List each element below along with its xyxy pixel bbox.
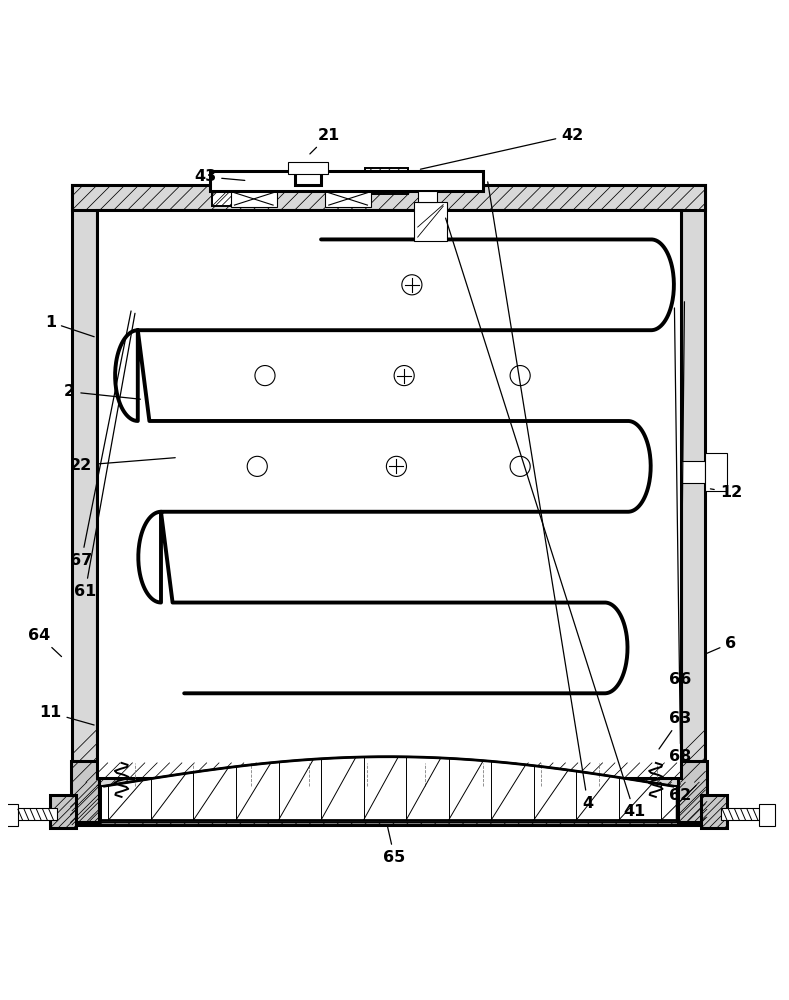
- Bar: [295, 171, 321, 185]
- Polygon shape: [701, 795, 727, 828]
- Circle shape: [387, 456, 406, 476]
- Bar: [681, 461, 705, 483]
- Text: 21: 21: [310, 128, 340, 154]
- Bar: [230, 190, 277, 207]
- Polygon shape: [72, 185, 97, 782]
- Circle shape: [402, 275, 422, 295]
- Bar: [760, 804, 775, 826]
- Text: 11: 11: [39, 705, 94, 725]
- Polygon shape: [212, 171, 252, 206]
- Text: 12: 12: [710, 485, 742, 500]
- Text: 22: 22: [70, 458, 175, 473]
- Polygon shape: [101, 757, 677, 822]
- Circle shape: [394, 366, 414, 386]
- Text: 42: 42: [421, 128, 584, 169]
- Polygon shape: [70, 761, 99, 822]
- Circle shape: [255, 366, 275, 386]
- Bar: [417, 191, 437, 202]
- Text: 62: 62: [660, 782, 692, 803]
- Polygon shape: [72, 185, 705, 210]
- Text: 63: 63: [659, 711, 692, 749]
- Circle shape: [510, 366, 530, 386]
- Text: 1: 1: [45, 315, 94, 337]
- Text: 61: 61: [74, 313, 135, 599]
- Bar: [325, 190, 372, 207]
- Polygon shape: [50, 795, 76, 828]
- Bar: [705, 453, 727, 491]
- Text: 67: 67: [70, 311, 131, 568]
- Text: 41: 41: [446, 218, 645, 819]
- Bar: [97, 210, 681, 778]
- Text: 4: 4: [488, 182, 593, 811]
- Bar: [288, 162, 328, 174]
- Bar: [211, 171, 484, 191]
- Text: 65: 65: [383, 826, 406, 865]
- Text: 68: 68: [669, 308, 692, 764]
- Circle shape: [510, 456, 530, 476]
- Bar: [2, 804, 18, 826]
- Text: 2: 2: [64, 384, 140, 399]
- Polygon shape: [72, 782, 705, 825]
- Text: 6: 6: [706, 636, 736, 654]
- Text: 43: 43: [194, 169, 245, 184]
- Bar: [17, 808, 57, 820]
- Text: 66: 66: [669, 302, 692, 687]
- Bar: [721, 808, 761, 820]
- Bar: [413, 202, 447, 241]
- Polygon shape: [365, 168, 409, 194]
- Polygon shape: [679, 761, 707, 822]
- Polygon shape: [97, 763, 681, 786]
- Polygon shape: [681, 185, 705, 782]
- Text: 64: 64: [28, 628, 62, 657]
- Circle shape: [247, 456, 267, 476]
